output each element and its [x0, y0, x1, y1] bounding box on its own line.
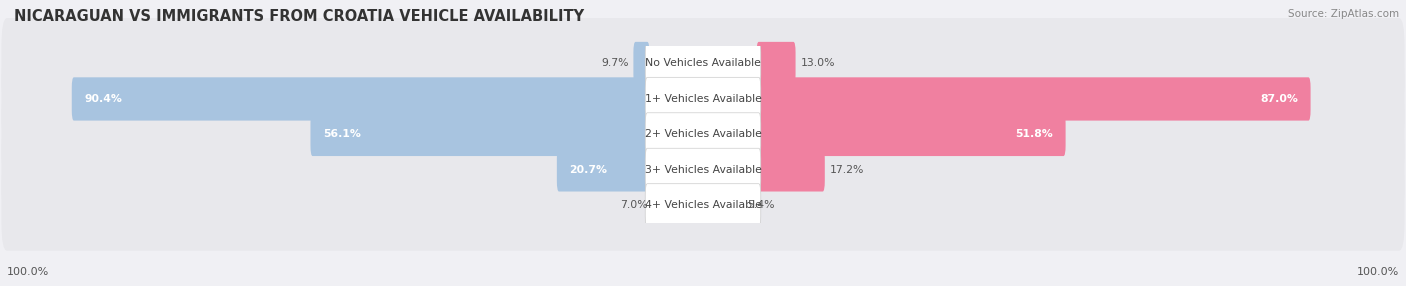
FancyBboxPatch shape — [756, 77, 1310, 121]
FancyBboxPatch shape — [645, 77, 761, 121]
FancyBboxPatch shape — [756, 42, 796, 85]
FancyBboxPatch shape — [1, 160, 1405, 251]
FancyBboxPatch shape — [645, 148, 761, 192]
Text: 56.1%: 56.1% — [323, 130, 361, 139]
FancyBboxPatch shape — [633, 42, 650, 85]
Text: Source: ZipAtlas.com: Source: ZipAtlas.com — [1288, 9, 1399, 19]
FancyBboxPatch shape — [1, 18, 1405, 109]
Text: 1+ Vehicles Available: 1+ Vehicles Available — [644, 94, 762, 104]
Text: 13.0%: 13.0% — [800, 59, 835, 68]
FancyBboxPatch shape — [311, 113, 650, 156]
Text: 20.7%: 20.7% — [569, 165, 607, 175]
Text: 51.8%: 51.8% — [1015, 130, 1053, 139]
Text: 100.0%: 100.0% — [7, 267, 49, 277]
FancyBboxPatch shape — [756, 113, 1066, 156]
Text: No Vehicles Available: No Vehicles Available — [645, 59, 761, 68]
Text: 2+ Vehicles Available: 2+ Vehicles Available — [644, 130, 762, 139]
Text: 17.2%: 17.2% — [830, 165, 865, 175]
FancyBboxPatch shape — [1, 53, 1405, 144]
FancyBboxPatch shape — [557, 148, 650, 192]
Text: NICARAGUAN VS IMMIGRANTS FROM CROATIA VEHICLE AVAILABILITY: NICARAGUAN VS IMMIGRANTS FROM CROATIA VE… — [14, 9, 583, 23]
FancyBboxPatch shape — [1, 89, 1405, 180]
FancyBboxPatch shape — [645, 42, 761, 85]
Text: 3+ Vehicles Available: 3+ Vehicles Available — [644, 165, 762, 175]
FancyBboxPatch shape — [72, 77, 650, 121]
Text: 90.4%: 90.4% — [84, 94, 122, 104]
Text: 9.7%: 9.7% — [600, 59, 628, 68]
Text: 87.0%: 87.0% — [1260, 94, 1298, 104]
FancyBboxPatch shape — [645, 113, 761, 156]
Text: 7.0%: 7.0% — [620, 200, 647, 210]
Text: 5.4%: 5.4% — [748, 200, 775, 210]
FancyBboxPatch shape — [756, 148, 825, 192]
Text: 100.0%: 100.0% — [1357, 267, 1399, 277]
FancyBboxPatch shape — [645, 184, 761, 227]
FancyBboxPatch shape — [1, 124, 1405, 215]
Text: 4+ Vehicles Available: 4+ Vehicles Available — [644, 200, 762, 210]
